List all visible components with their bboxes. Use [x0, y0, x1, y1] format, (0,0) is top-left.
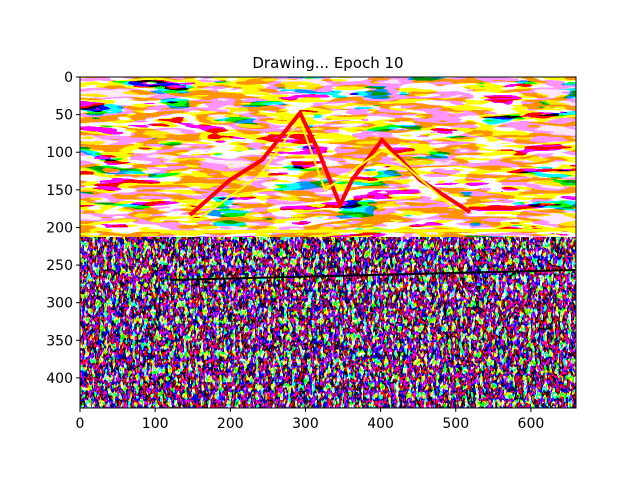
y-tick-label: 50	[55, 108, 73, 124]
y-tick-label: 0	[64, 70, 73, 86]
y-tick-label: 200	[46, 220, 73, 236]
y-tick-label: 350	[46, 333, 73, 349]
image-sky	[80, 77, 576, 237]
x-tick-label: 400	[367, 416, 394, 432]
axes-frame	[79, 76, 577, 409]
image-ground	[80, 237, 576, 408]
mountain-edge	[199, 117, 451, 219]
x-tick-label: 200	[217, 416, 244, 432]
horizon	[159, 228, 576, 234]
x-tick-label: 500	[442, 416, 469, 432]
x-tick-label: 0	[76, 416, 85, 432]
x-tick-label: 600	[518, 416, 545, 432]
y-tick-label: 250	[46, 258, 73, 274]
y-tick-label: 300	[46, 296, 73, 312]
x-tick-label: 100	[142, 416, 169, 432]
y-tick-label: 100	[46, 145, 73, 161]
y-tick-label: 150	[46, 183, 73, 199]
shore	[169, 269, 576, 281]
x-tick-label: 300	[292, 416, 319, 432]
chart-title: Drawing... Epoch 10	[252, 54, 403, 72]
y-tick-label: 400	[46, 371, 73, 387]
mountain-edge	[188, 109, 472, 217]
image	[80, 77, 576, 408]
